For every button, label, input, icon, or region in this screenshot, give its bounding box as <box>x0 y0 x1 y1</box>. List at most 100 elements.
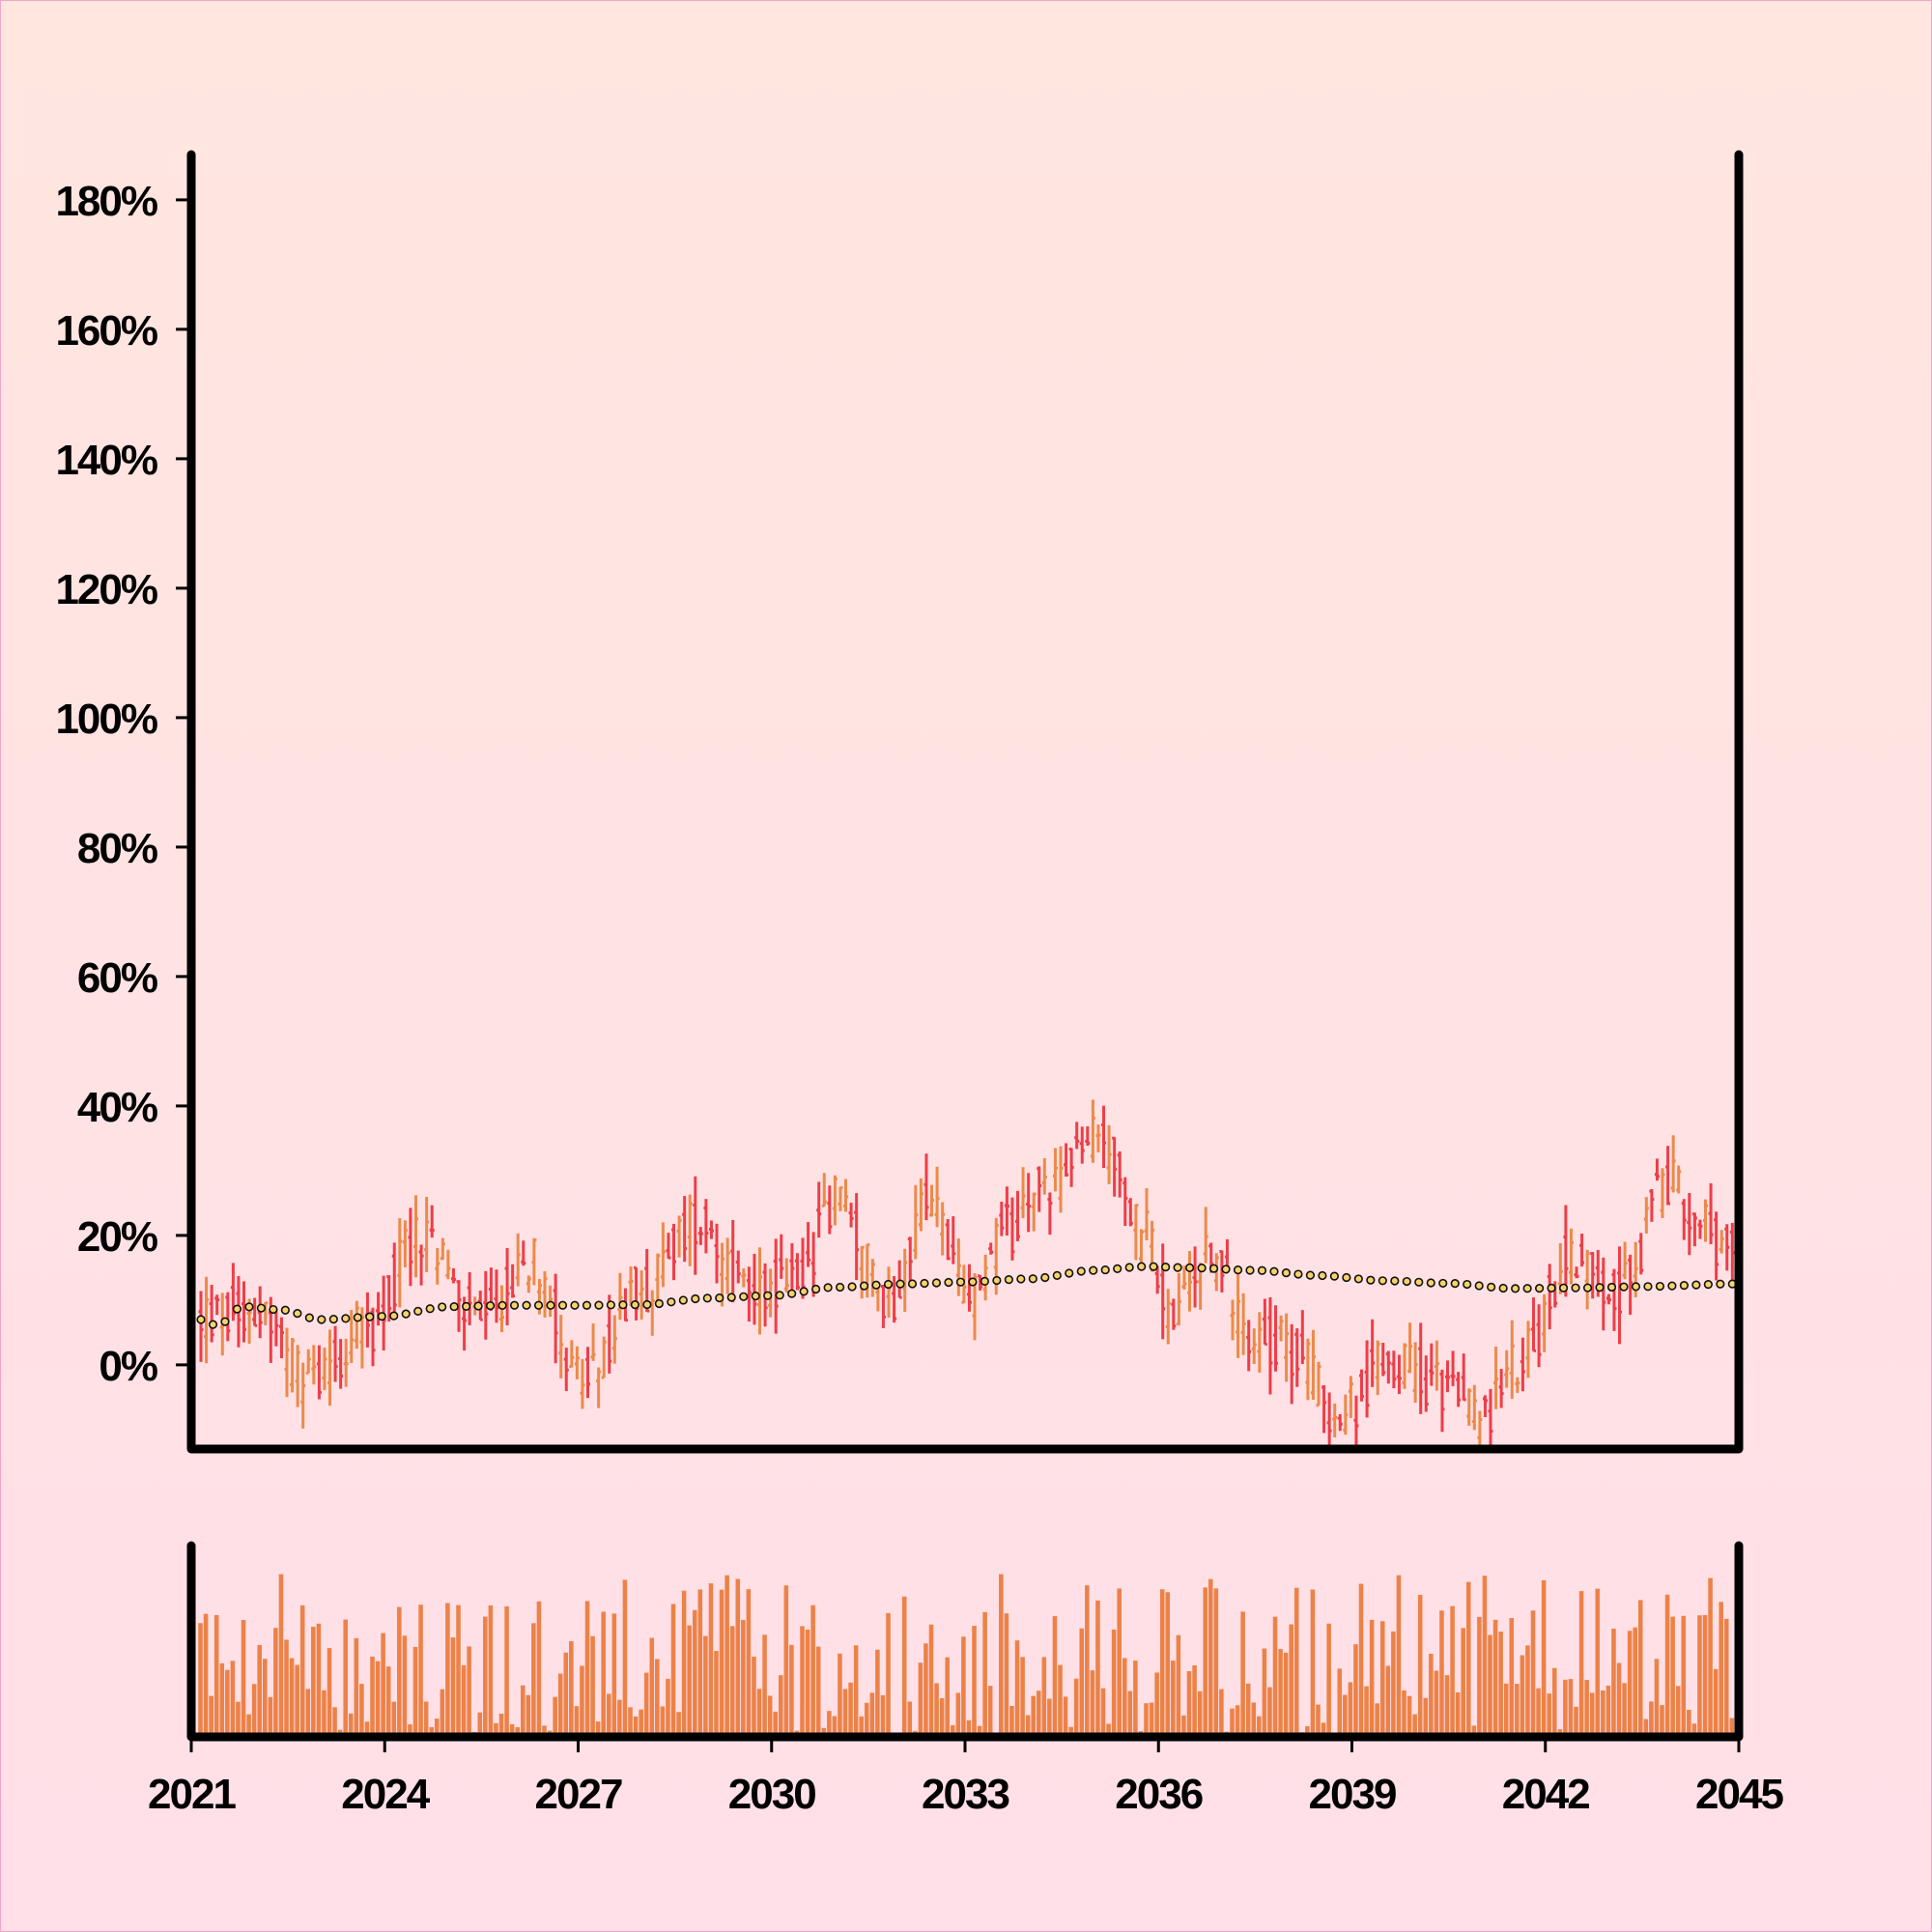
ohlc-bar <box>590 1322 596 1361</box>
volume-bar <box>697 1589 703 1737</box>
volume-bar <box>359 1684 364 1737</box>
ohlc-bar <box>1520 1337 1525 1392</box>
volume-bar <box>1675 1686 1681 1737</box>
volume-bar <box>1085 1585 1090 1737</box>
moving-average-point <box>582 1300 592 1310</box>
volume-bar <box>1213 1588 1219 1737</box>
volume-bar <box>1439 1610 1444 1737</box>
volume-bar <box>1492 1619 1498 1737</box>
volume-bar <box>1181 1715 1186 1737</box>
volume-bar <box>1219 1689 1224 1737</box>
ohlc-bar <box>1697 1219 1703 1239</box>
ohlc-bar <box>1649 1188 1655 1222</box>
volume-bar <box>810 1605 815 1737</box>
volume-bar <box>987 1686 993 1737</box>
volume-bar <box>1461 1628 1465 1737</box>
ohlc-bar <box>918 1178 923 1232</box>
volume-bar <box>381 1633 385 1737</box>
volume-bar <box>1622 1683 1627 1737</box>
moving-average-point <box>328 1315 338 1324</box>
moving-average-point <box>1173 1263 1182 1272</box>
volume-bar <box>569 1640 574 1737</box>
ohlc-bar <box>510 1264 516 1298</box>
volume-bar <box>918 1662 923 1737</box>
ohlc-bar <box>639 1270 644 1320</box>
ohlc-bar <box>1015 1190 1021 1241</box>
ohlc-bar <box>424 1197 430 1273</box>
moving-average-point <box>1498 1283 1508 1293</box>
ohlc-bar <box>730 1219 736 1303</box>
volume-bar <box>767 1695 773 1737</box>
volume-bar <box>1235 1705 1240 1737</box>
volume-bar <box>1004 1613 1009 1737</box>
ohlc-bar <box>1504 1350 1510 1388</box>
moving-average-point <box>1606 1282 1617 1293</box>
ohlc-bar <box>1321 1385 1327 1434</box>
volume-bar <box>1723 1618 1729 1737</box>
volume-bar <box>1159 1589 1165 1737</box>
volume-bar <box>1551 1667 1557 1737</box>
volume-bar <box>880 1694 886 1737</box>
y-tick-label: 100% <box>55 696 156 743</box>
ohlc-bar <box>934 1166 940 1228</box>
volume-bar <box>848 1682 853 1737</box>
volume-bar <box>789 1644 794 1737</box>
ohlc-bar <box>1370 1319 1376 1387</box>
volume-bar <box>1111 1629 1117 1737</box>
volume-bar <box>1230 1708 1235 1737</box>
volume-bar <box>752 1656 756 1737</box>
volume-bar <box>869 1692 875 1737</box>
moving-average-point <box>1571 1283 1580 1293</box>
ohlc-bar <box>1236 1271 1241 1358</box>
volume-bar <box>1515 1684 1520 1737</box>
volume-bar <box>762 1634 767 1737</box>
ohlc-bar <box>242 1281 247 1343</box>
moving-average-point <box>726 1293 736 1302</box>
volume-bar <box>370 1656 375 1737</box>
volume-bar <box>1547 1693 1551 1737</box>
ohlc-bar <box>843 1179 849 1212</box>
ohlc-bar <box>526 1275 531 1293</box>
volume-bar <box>1251 1702 1257 1737</box>
moving-average-point <box>304 1313 314 1322</box>
volume-bar <box>520 1685 526 1737</box>
ohlc-bar <box>1299 1310 1305 1365</box>
axes: 0% 20% 40% 60% 80% 100% 120% 140% 160% 180% 2021 20… <box>55 150 1785 1818</box>
volume-bar <box>1681 1615 1687 1737</box>
ohlc-bar <box>1203 1207 1208 1264</box>
x-tick-label: 2030 <box>728 1771 815 1818</box>
volume-bar <box>1654 1659 1660 1737</box>
ohlc-bar <box>413 1195 419 1278</box>
ohlc-bar <box>1547 1264 1552 1330</box>
moving-average-point <box>1197 1264 1207 1273</box>
volume-bar <box>676 1712 681 1737</box>
moving-average-point <box>1329 1271 1339 1281</box>
volume-bar <box>1406 1695 1412 1737</box>
moving-average-point <box>715 1293 724 1303</box>
y-tick-label: 140% <box>55 437 156 484</box>
ohlc-bar <box>1681 1199 1687 1240</box>
volume-bar <box>1729 1718 1735 1737</box>
ohlc-bar <box>978 1274 983 1292</box>
ohlc-bar <box>450 1267 456 1284</box>
volume-bar <box>1208 1578 1213 1737</box>
ohlc-bar <box>1364 1340 1370 1418</box>
ohlc-bar <box>697 1227 703 1245</box>
ohlc-bar <box>966 1264 972 1312</box>
ohlc-bar <box>273 1308 279 1347</box>
volume-bar <box>332 1707 337 1737</box>
volume-bar <box>838 1653 842 1737</box>
ohlc-bar <box>1622 1241 1628 1280</box>
volume-bar <box>1009 1706 1014 1737</box>
volume-bar <box>643 1672 649 1737</box>
moving-average-point <box>1233 1265 1243 1275</box>
ohlc-bar <box>284 1327 290 1398</box>
ohlc-bar <box>214 1294 220 1316</box>
volume-bar <box>1525 1645 1530 1737</box>
volume-bar <box>278 1574 284 1737</box>
volume-bar <box>348 1713 354 1737</box>
volume-bar <box>1358 1583 1364 1737</box>
volume-bar <box>1563 1679 1568 1737</box>
volume-bar <box>1375 1703 1379 1737</box>
moving-average-point <box>401 1309 411 1319</box>
